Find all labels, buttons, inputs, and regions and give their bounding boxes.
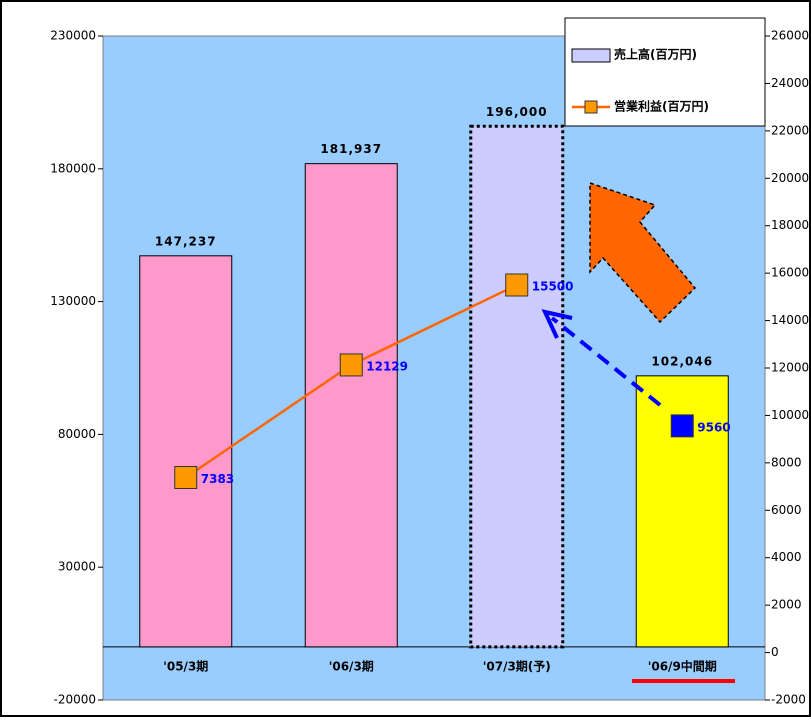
decor-arrow	[589, 181, 697, 324]
y2-tick-label: 20000	[771, 171, 809, 185]
bar	[304, 163, 398, 648]
y-tick-label: 180000	[50, 161, 96, 175]
legend-label: 営業利益(百万円)	[614, 99, 709, 114]
point-label: 7383	[201, 472, 234, 486]
bar	[139, 255, 233, 648]
x-tick-label: '06/3期	[329, 659, 374, 674]
y2-tick-label: 12000	[771, 361, 809, 375]
y2-tick-label: 8000	[771, 455, 802, 469]
y-tick-label: -20000	[53, 693, 96, 707]
y-tick-label: 80000	[58, 427, 96, 441]
legend-label: 売上高(百万円)	[614, 47, 697, 62]
y2-tick-label: 18000	[771, 218, 809, 232]
y2-tick-label: -2000	[771, 693, 806, 707]
legend: 売上高(百万円) 営業利益(百万円)	[564, 17, 766, 127]
y2-tick-label: 0	[771, 645, 779, 659]
y-tick-label: 230000	[50, 29, 96, 43]
point	[670, 414, 694, 438]
point	[174, 465, 198, 489]
y2-tick-label: 4000	[771, 550, 802, 564]
bar-value-label: 147,237	[155, 234, 217, 248]
y2-tick-label: 14000	[771, 313, 809, 327]
bar	[469, 124, 565, 649]
bar-value-label: 102,046	[651, 354, 713, 368]
legend-marker	[584, 100, 598, 114]
point-label: 15500	[532, 280, 574, 294]
y2-tick-label: 6000	[771, 503, 802, 517]
x-tick-label: '06/9中間期	[648, 659, 717, 674]
point-label: 12129	[366, 359, 408, 373]
y2-tick-label: 2000	[771, 598, 802, 612]
y2-tick-label: 26000	[771, 29, 809, 43]
bar-value-label: 196,000	[486, 105, 548, 119]
decor-arrow-head	[541, 309, 573, 339]
x-tick-label: '07/3期(予)	[483, 659, 551, 674]
point-label: 9560	[697, 420, 730, 434]
y-tick-label: 130000	[50, 294, 96, 308]
y2-tick-label: 24000	[771, 76, 809, 90]
point	[339, 353, 363, 377]
y-tick-label: 30000	[58, 560, 96, 574]
bar-value-label: 181,937	[320, 142, 382, 156]
x-tick-label: '05/3期	[163, 659, 208, 674]
y2-tick-label: 16000	[771, 266, 809, 280]
y2-tick-label: 10000	[771, 408, 809, 422]
decor-dashed-arrow	[550, 316, 662, 407]
legend-swatch	[571, 48, 611, 63]
y2-tick-label: 22000	[771, 123, 809, 137]
point	[505, 273, 529, 297]
